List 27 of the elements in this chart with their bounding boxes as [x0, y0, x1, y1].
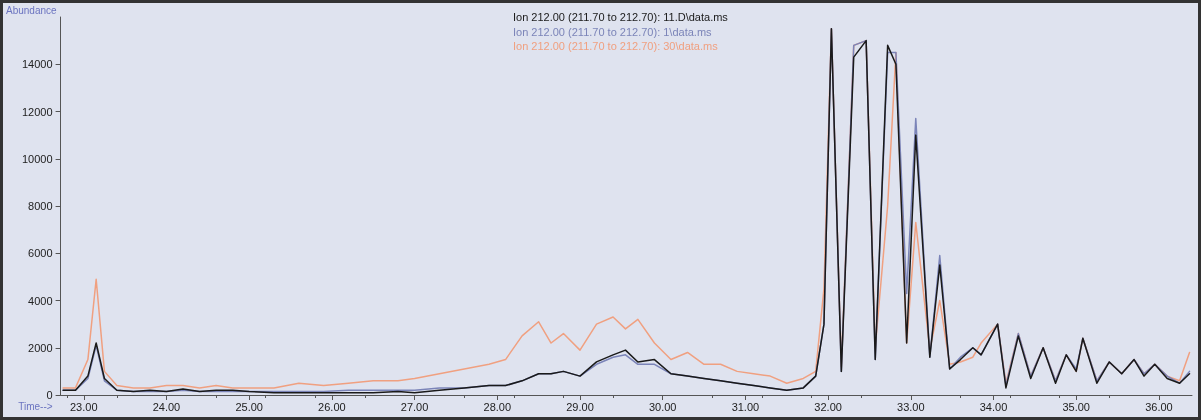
y-tick-label: 2000 [28, 341, 53, 354]
text: Ion 212.00 (211.70 to 212.70): 11.D\data.ms [513, 11, 729, 23]
x-tick-label: 24.00 [152, 400, 181, 413]
y-tick-label: 0 [46, 389, 53, 401]
x-tick-label: 26.00 [318, 400, 346, 413]
y-tick-label: 14000 [22, 58, 53, 71]
x-axis-title: Time--> [18, 400, 53, 412]
text: Ion 212.00 (211.70 to 212.70): 30\data.ms [513, 40, 719, 52]
y-tick-label: 10000 [22, 152, 53, 165]
x-tick-label: 30.00 [648, 400, 677, 413]
x-tick-label: 29.00 [566, 400, 594, 413]
x-tick-label: 33.00 [897, 400, 925, 413]
text: Ion 212.00 (211.70 to 212.70): 1\data.ms [513, 25, 713, 38]
x-tick-label: 27.00 [400, 400, 429, 413]
x-tick-label: 34.00 [979, 400, 1008, 413]
y-tick-label: 12000 [22, 105, 53, 118]
x-tick-label: 35.00 [1062, 400, 1090, 413]
y-axis-title: Abundance [5, 4, 58, 16]
x-tick-label: 31.00 [731, 400, 760, 413]
y-tick-label: 4000 [28, 294, 53, 307]
x-tick-label: 32.00 [814, 400, 842, 413]
y-tick-label: 8000 [28, 200, 53, 212]
y-tick-label: 6000 [28, 247, 53, 260]
x-tick-label: 23.00 [69, 400, 98, 413]
x-tick-label: 25.00 [235, 400, 263, 413]
x-tick-label: 36.00 [1145, 400, 1173, 413]
x-tick-label: 28.00 [483, 400, 512, 413]
